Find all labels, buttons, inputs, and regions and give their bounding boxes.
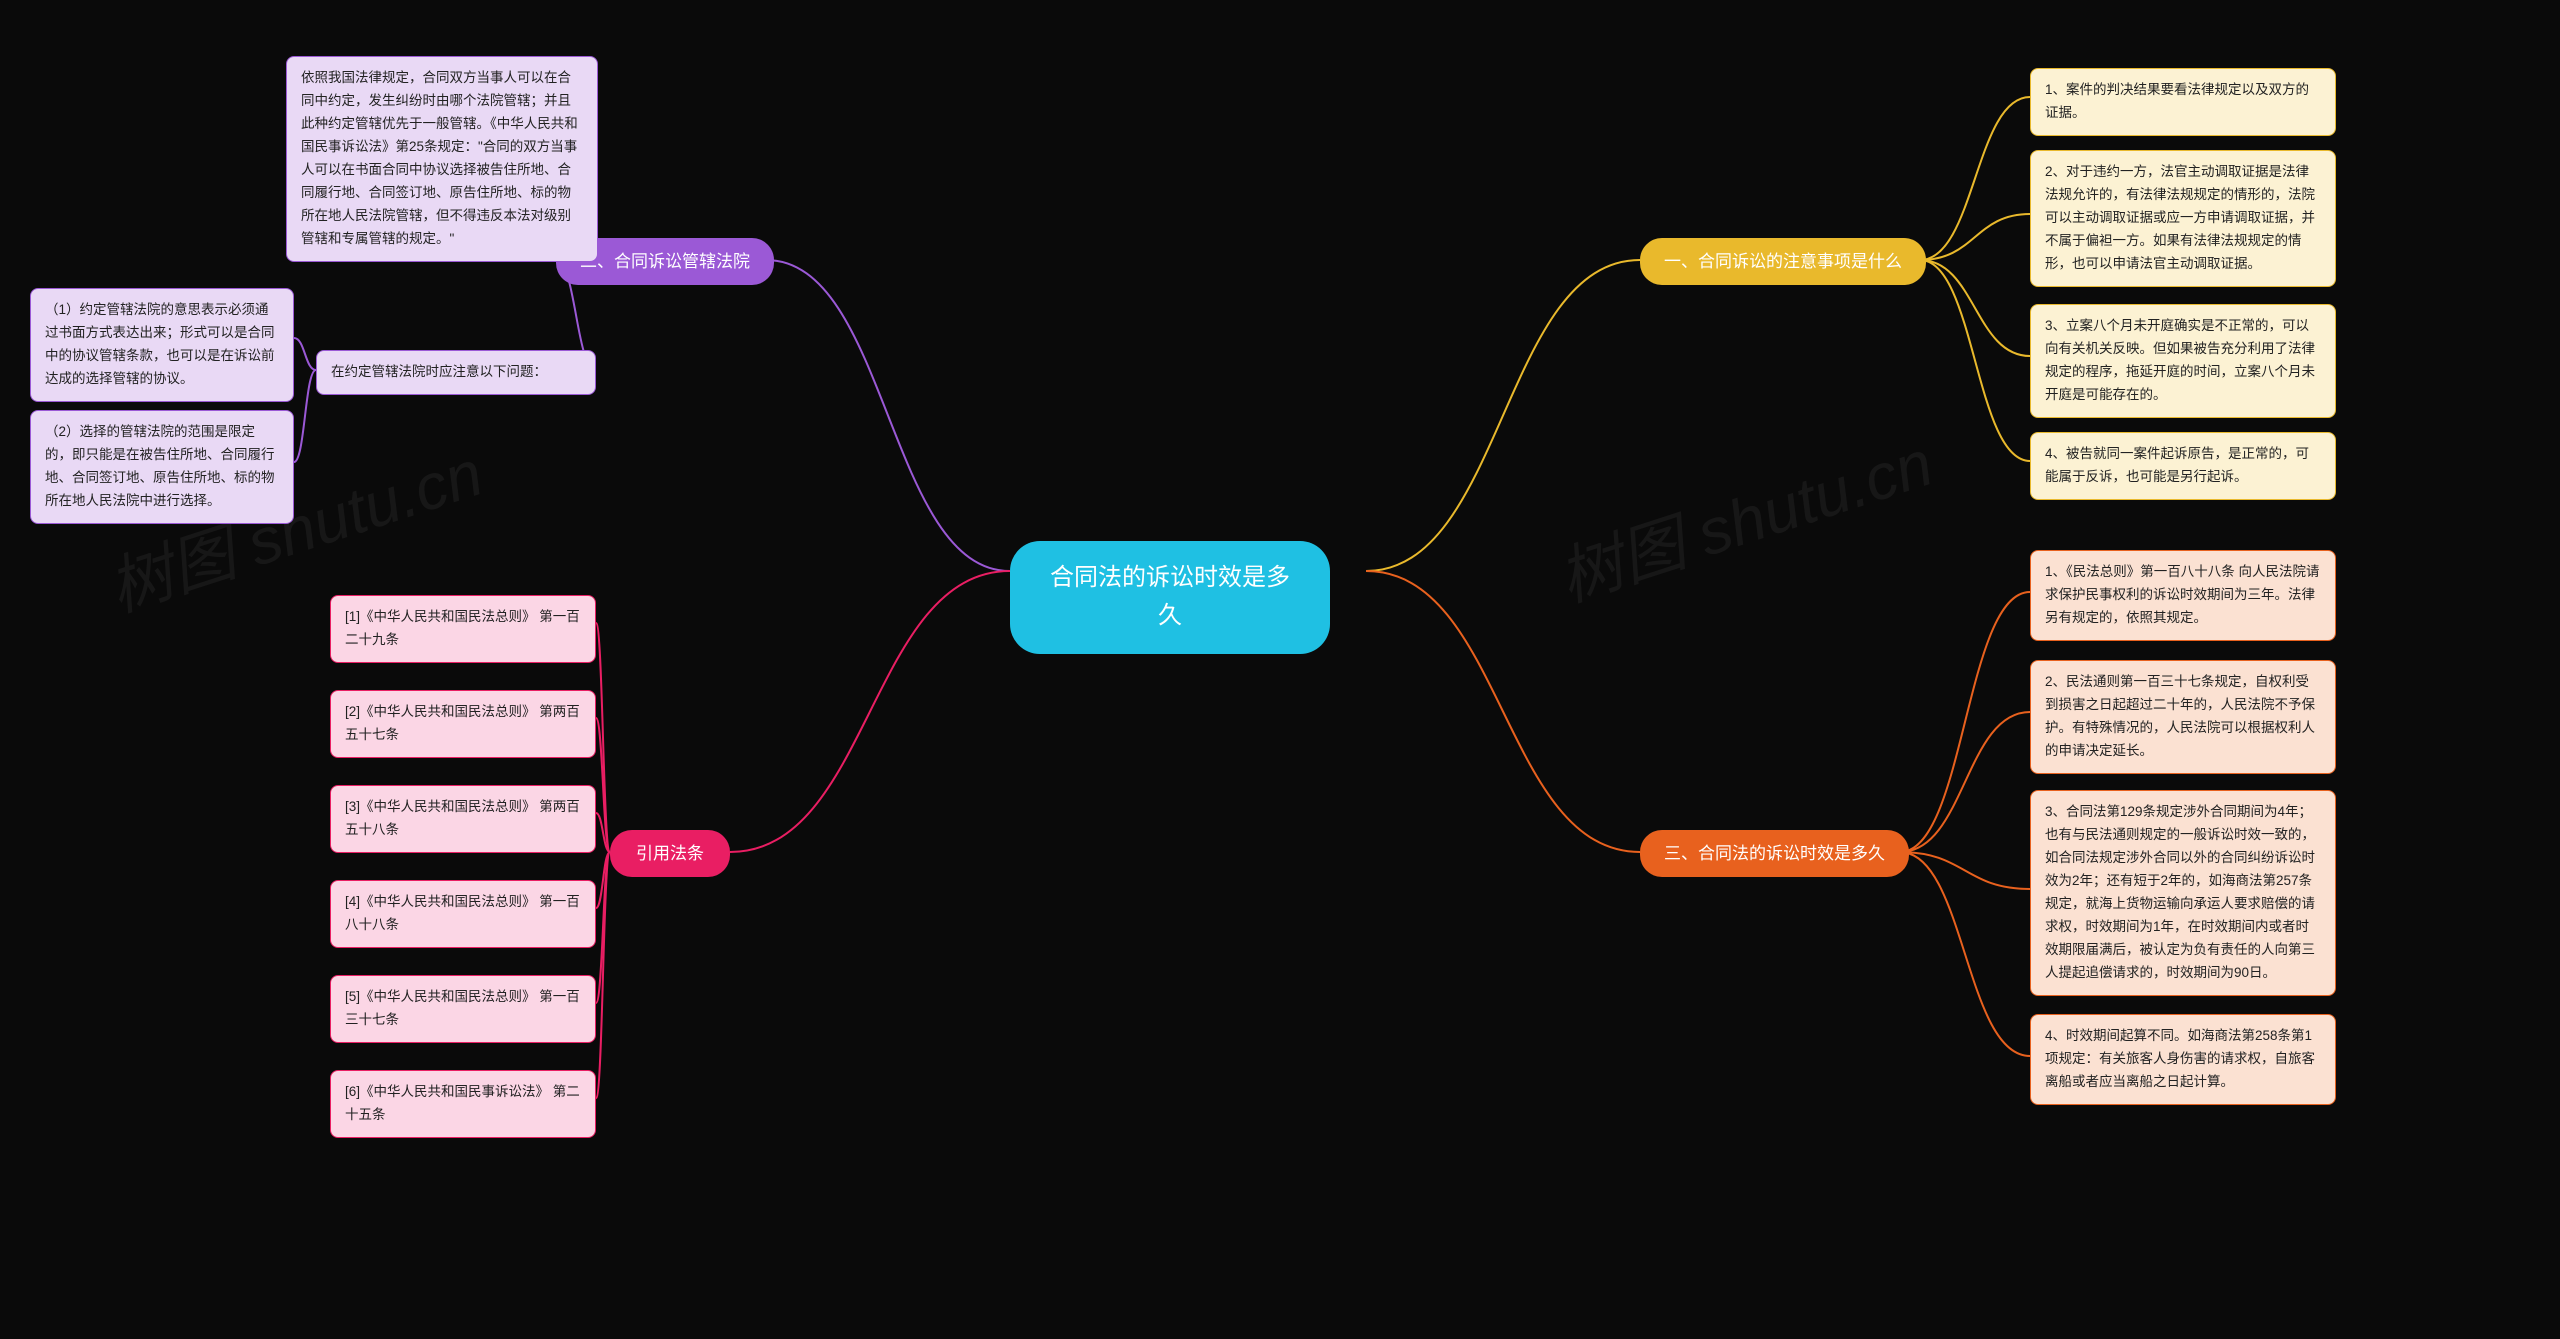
b1-leaf-1[interactable]: 1、案件的判决结果要看法律规定以及双方的证据。 — [2030, 68, 2336, 136]
b2-leaf-1[interactable]: 依照我国法律规定，合同双方当事人可以在合同中约定，发生纠纷时由哪个法院管辖；并且… — [286, 56, 598, 262]
b4-leaf-2[interactable]: [2]《中华人民共和国民法总则》 第两百五十七条 — [330, 690, 596, 758]
b4-leaf-1[interactable]: [1]《中华人民共和国民法总则》 第一百二十九条 — [330, 595, 596, 663]
b2-leaf-sub[interactable]: 在约定管辖法院时应注意以下问题： — [316, 350, 596, 395]
branch-3[interactable]: 三、合同法的诉讼时效是多久 — [1640, 830, 1909, 877]
b1-leaf-2[interactable]: 2、对于违约一方，法官主动调取证据是法律法规允许的，有法律法规规定的情形的，法院… — [2030, 150, 2336, 287]
b3-leaf-3[interactable]: 3、合同法第129条规定涉外合同期间为4年；也有与民法通则规定的一般诉讼时效一致… — [2030, 790, 2336, 996]
center-node[interactable]: 合同法的诉讼时效是多久 — [1010, 541, 1330, 654]
b3-leaf-2[interactable]: 2、民法通则第一百三十七条规定，自权利受到损害之日起超过二十年的，人民法院不予保… — [2030, 660, 2336, 774]
b1-leaf-4[interactable]: 4、被告就同一案件起诉原告，是正常的，可能属于反诉，也可能是另行起诉。 — [2030, 432, 2336, 500]
b3-leaf-4[interactable]: 4、时效期间起算不同。如海商法第258条第1项规定：有关旅客人身伤害的请求权，自… — [2030, 1014, 2336, 1105]
b3-leaf-1[interactable]: 1、《民法总则》第一百八十八条 向人民法院请求保护民事权利的诉讼时效期间为三年。… — [2030, 550, 2336, 641]
branch-1[interactable]: 一、合同诉讼的注意事项是什么 — [1640, 238, 1926, 285]
branch-4[interactable]: 引用法条 — [610, 830, 730, 877]
b2-sub-2[interactable]: （2）选择的管辖法院的范围是限定的，即只能是在被告住所地、合同履行地、合同签订地… — [30, 410, 294, 524]
watermark-2: 树图 shutu.cn — [1545, 412, 1942, 619]
b4-leaf-4[interactable]: [4]《中华人民共和国民法总则》 第一百八十八条 — [330, 880, 596, 948]
b4-leaf-6[interactable]: [6]《中华人民共和国民事诉讼法》 第二十五条 — [330, 1070, 596, 1138]
b4-leaf-3[interactable]: [3]《中华人民共和国民法总则》 第两百五十八条 — [330, 785, 596, 853]
b1-leaf-3[interactable]: 3、立案八个月未开庭确实是不正常的，可以向有关机关反映。但如果被告充分利用了法律… — [2030, 304, 2336, 418]
b2-sub-1[interactable]: （1）约定管辖法院的意思表示必须通过书面方式表达出来；形式可以是合同中的协议管辖… — [30, 288, 294, 402]
b4-leaf-5[interactable]: [5]《中华人民共和国民法总则》 第一百三十七条 — [330, 975, 596, 1043]
